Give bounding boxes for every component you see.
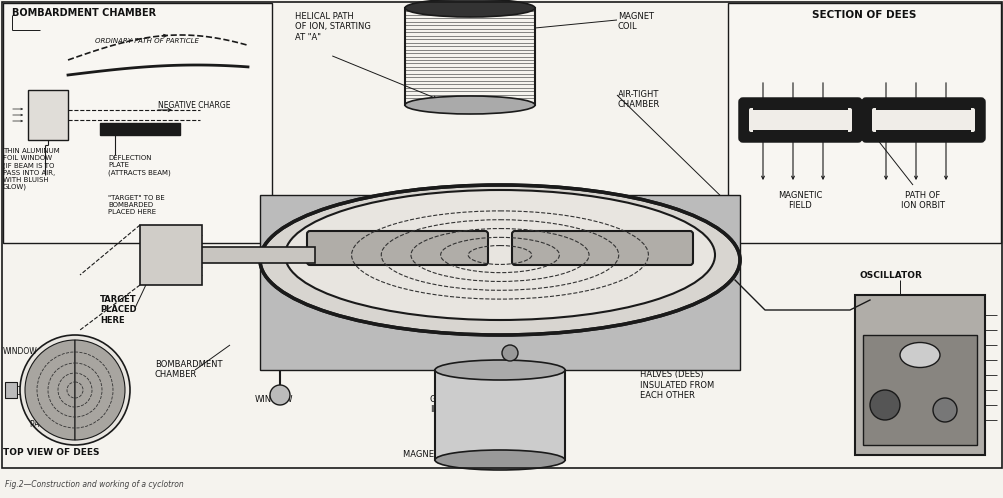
Text: HELICAL PATH
OF ION, STARTING
AT "A": HELICAL PATH OF ION, STARTING AT "A" [295, 12, 370, 42]
Circle shape [932, 398, 956, 422]
Ellipse shape [404, 0, 535, 17]
Text: "TARGET" TO BE
BOMBARDED
PLACED HERE: "TARGET" TO BE BOMBARDED PLACED HERE [108, 195, 164, 215]
Bar [3, 3, 272, 243]
Wedge shape [75, 340, 125, 440]
Bar [855, 295, 984, 455]
Text: TOP VIEW OF DEES: TOP VIEW OF DEES [3, 448, 99, 457]
Bar [100, 123, 180, 135]
Bar [200, 247, 315, 263]
Text: NEGATIVE CHARGE: NEGATIVE CHARGE [157, 101, 231, 110]
Text: OSCILLATOR: OSCILLATOR [860, 271, 922, 280]
Bar [752, 130, 848, 135]
Ellipse shape [434, 450, 565, 470]
Ellipse shape [899, 343, 939, 368]
FancyBboxPatch shape [863, 99, 983, 141]
Ellipse shape [434, 360, 565, 380]
FancyBboxPatch shape [748, 108, 852, 132]
Bar [876, 105, 970, 110]
Text: MAGNET
COIL: MAGNET COIL [618, 12, 653, 31]
FancyBboxPatch shape [307, 231, 487, 265]
FancyBboxPatch shape [512, 231, 692, 265]
Text: TARGET
PLACED
HERE: TARGET PLACED HERE [100, 295, 136, 325]
Circle shape [20, 335, 129, 445]
Bar [5, 382, 17, 398]
Text: A: A [497, 250, 506, 260]
Bar [752, 105, 848, 110]
Text: Fig.2—Construction and working of a cyclotron: Fig.2—Construction and working of a cycl… [5, 480, 184, 489]
Bar [260, 195, 739, 370]
Text: TWO METAL
HALVES (DEES)
INSULATED FROM
EACH OTHER: TWO METAL HALVES (DEES) INSULATED FROM E… [639, 360, 713, 400]
Text: MAGNETIC
FIELD: MAGNETIC FIELD [777, 191, 821, 210]
Text: PATH OF ION: PATH OF ION [30, 420, 78, 429]
Circle shape [502, 345, 518, 361]
Text: WINDOW: WINDOW [3, 347, 38, 356]
Text: GAS
INLET: GAS INLET [429, 395, 453, 414]
Bar [876, 130, 970, 135]
Ellipse shape [285, 190, 714, 320]
Text: BOMBARDMENT
CHAMBER: BOMBARDMENT CHAMBER [154, 360, 223, 379]
Text: DEFLECTION
PLATE
(ATTRACTS BEAM): DEFLECTION PLATE (ATTRACTS BEAM) [108, 155, 171, 175]
Bar [28, 90, 68, 140]
Text: ORDINARY PATH OF PARTICLE: ORDINARY PATH OF PARTICLE [95, 38, 199, 44]
FancyBboxPatch shape [872, 108, 974, 132]
Text: MAGNET  COIL: MAGNET COIL [402, 450, 463, 459]
Text: AIR-TIGHT
CHAMBER: AIR-TIGHT CHAMBER [618, 90, 660, 110]
Bar [434, 370, 565, 460]
Circle shape [870, 390, 899, 420]
Text: PATH OF
ION ORBIT: PATH OF ION ORBIT [900, 191, 944, 210]
Bar [727, 3, 1000, 243]
Text: SECTION OF DEES: SECTION OF DEES [811, 10, 916, 20]
Text: THIN ALUMINUM
FOIL WINDOW
(IF BEAM IS TO
PASS INTO AIR,
WITH BLUISH
GLOW): THIN ALUMINUM FOIL WINDOW (IF BEAM IS TO… [3, 148, 60, 190]
Text: WINDOW: WINDOW [255, 395, 293, 404]
Bar [404, 8, 535, 105]
Ellipse shape [260, 185, 739, 335]
FancyBboxPatch shape [739, 99, 861, 141]
Text: BOMBARDMENT CHAMBER: BOMBARDMENT CHAMBER [12, 8, 156, 18]
Wedge shape [25, 340, 75, 440]
Circle shape [270, 385, 290, 405]
Ellipse shape [404, 96, 535, 114]
Bar [139, 225, 202, 285]
Bar [863, 335, 976, 445]
Text: x: x [858, 115, 865, 125]
